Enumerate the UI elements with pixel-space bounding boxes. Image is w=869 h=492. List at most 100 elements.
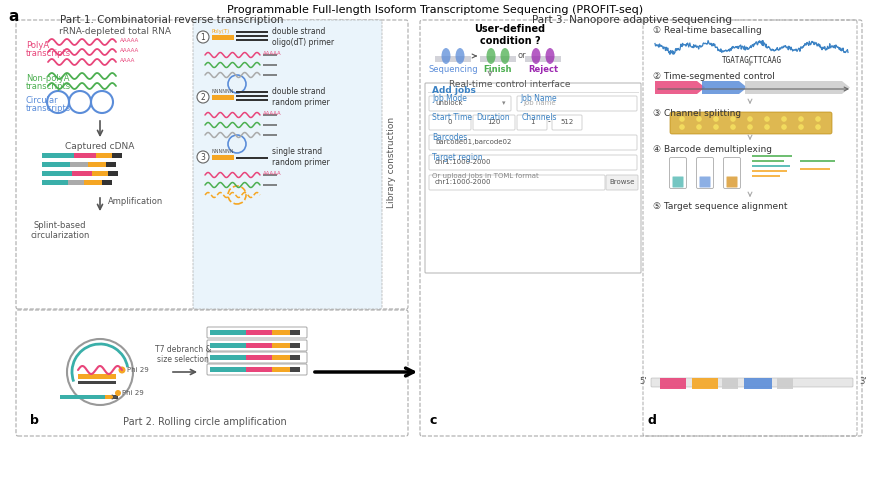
Text: 512: 512 [560,119,573,125]
Text: Part 2. Rolling circle amplification: Part 2. Rolling circle amplification [123,417,287,427]
Polygon shape [654,81,704,94]
Bar [743,378,771,389]
Circle shape [746,124,752,130]
Bar [246,355,272,360]
FancyBboxPatch shape [193,20,381,309]
Text: Add jobs: Add jobs [432,86,475,95]
Text: Job Mode: Job Mode [432,94,467,103]
Text: Captured cDNA: Captured cDNA [65,142,135,151]
Bar [70,162,88,167]
Text: Channels: Channels [521,113,557,122]
Ellipse shape [455,48,464,64]
FancyBboxPatch shape [425,83,640,273]
Bar [106,162,116,167]
Bar [60,395,105,399]
FancyBboxPatch shape [428,155,636,170]
Bar [262,114,276,116]
Polygon shape [701,81,746,94]
Text: ⑤ Target sequence alignment: ⑤ Target sequence alignment [653,202,786,211]
Bar [751,164,789,167]
FancyBboxPatch shape [723,157,740,188]
Bar [262,184,276,186]
Bar [235,38,268,41]
Bar [262,74,276,76]
Bar [235,94,268,97]
Bar [212,35,234,40]
Text: chr1:1000-2000: chr1:1000-2000 [434,159,491,165]
Text: 120: 120 [487,119,501,125]
FancyBboxPatch shape [696,157,713,188]
Text: NNNNNN: NNNNNN [212,149,235,154]
Bar [776,378,792,389]
FancyBboxPatch shape [516,115,547,130]
Bar [660,378,686,389]
Text: job name: job name [522,100,555,106]
Ellipse shape [441,48,450,64]
FancyBboxPatch shape [672,177,683,187]
Text: chr1:1000-2000: chr1:1000-2000 [434,179,491,185]
Text: Or upload jobs in TOML format: Or upload jobs in TOML format [432,173,538,179]
Text: AAAAA: AAAAA [262,111,282,116]
Text: rRNA-depleted total RNA: rRNA-depleted total RNA [59,27,171,36]
Text: Job Name: Job Name [520,94,556,103]
Bar [246,343,272,348]
FancyBboxPatch shape [428,96,510,111]
Bar [42,180,68,185]
Text: Splint-based
circularization: Splint-based circularization [30,221,90,241]
Bar [84,180,102,185]
Text: Part 1. Combinatorial reverse transcription: Part 1. Combinatorial reverse transcript… [60,15,283,25]
Circle shape [679,116,684,122]
Bar [272,355,289,360]
Circle shape [196,31,209,43]
Circle shape [713,124,718,130]
Bar [105,395,113,399]
Text: transcripts: transcripts [26,49,71,58]
Bar [799,159,834,162]
Bar [262,54,276,56]
Text: 3': 3' [858,377,866,387]
Text: AAAAA: AAAAA [120,38,139,43]
Text: transcripts: transcripts [26,82,71,91]
FancyBboxPatch shape [428,175,604,190]
Text: Phi 29: Phi 29 [127,367,149,373]
Text: AAAAA: AAAAA [262,171,282,176]
Text: Library construction: Library construction [387,117,396,208]
Text: TGATAGCTTCAAG: TGATAGCTTCAAG [721,56,781,65]
Bar [78,374,116,379]
Circle shape [679,124,684,130]
Bar [289,330,300,335]
Bar [289,343,300,348]
Text: transcripts: transcripts [26,104,71,113]
Text: AAAA: AAAA [120,58,136,63]
Text: AAAAA: AAAAA [262,51,282,56]
Circle shape [814,116,819,122]
Bar [209,367,246,372]
Circle shape [695,124,701,130]
Text: Finish: Finish [483,65,512,74]
Text: barcode01,barcode02: barcode01,barcode02 [434,139,511,145]
FancyBboxPatch shape [726,177,737,187]
Circle shape [118,367,125,373]
Bar [246,367,272,372]
Bar [42,171,72,176]
Text: User-defined
condition ?: User-defined condition ? [474,24,545,46]
Bar [74,153,96,158]
Text: Start Time: Start Time [432,113,472,122]
Bar [262,174,276,176]
Bar [209,355,246,360]
Text: ① Real-time basecalling: ① Real-time basecalling [653,26,761,35]
Text: or: or [517,51,526,60]
Text: Non-polyA: Non-polyA [26,74,70,83]
Text: a: a [8,9,18,24]
FancyBboxPatch shape [516,96,636,111]
FancyBboxPatch shape [699,177,710,187]
Text: Programmable Full-length Isoform Transcriptome Sequencing (PROFIT-seq): Programmable Full-length Isoform Transcr… [227,5,642,15]
Bar [272,343,289,348]
Text: single strand
random primer: single strand random primer [272,147,329,167]
Bar [212,95,234,100]
Bar [721,378,737,389]
FancyBboxPatch shape [428,115,470,130]
Bar [92,171,108,176]
Text: d: d [647,414,656,427]
Text: Real-time control interface: Real-time control interface [448,80,570,89]
